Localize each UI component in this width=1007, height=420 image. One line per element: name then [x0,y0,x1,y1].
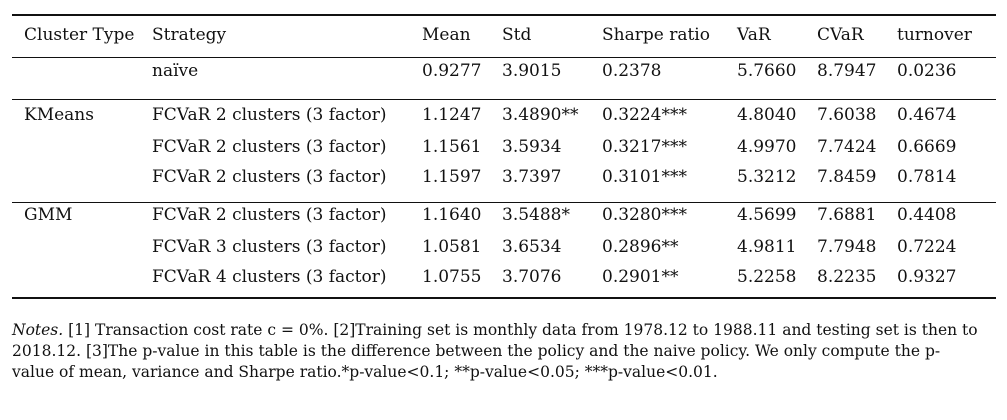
group-rule-1 [12,99,996,100]
table-cell: 1.1247 [422,105,482,125]
header-rule [12,57,996,58]
cell-cluster-type [12,132,152,162]
table-cell: 5.3212 [737,167,797,187]
table-cell: 1.1640 [422,205,482,225]
table-cell: 0.7814 [897,167,957,187]
table-cell: 4.8040 [737,105,797,125]
table-cell: 8.2235 [817,267,877,287]
table-header-row: Cluster Type Strategy Mean Std Sharpe ra… [12,20,996,50]
table-cell: 3.5488* [502,205,570,225]
table-cell: naïve [152,61,199,81]
table-row: FCVaR 4 clusters (3 factor) 1.0755 3.7076 0… [12,262,996,292]
header-var: VaR [737,25,771,45]
table-row: KMeans FCVaR 2 clusters (3 factor) 1.1247 3… [12,92,996,132]
table-cell: 7.6038 [817,105,877,125]
cell-cluster-type [12,162,152,192]
table-cell: 4.9811 [737,237,797,257]
header-std: Std [502,25,532,45]
cell-cluster-type [12,50,152,92]
table-cell: FCVaR 2 clusters (3 factor) [152,167,387,187]
table-cell: 1.0755 [422,267,482,287]
table-cell: 1.0581 [422,237,482,257]
table-cell: 0.2378 [602,61,662,81]
table-cell: 8.7947 [817,61,877,81]
table-row: FCVaR 2 clusters (3 factor) 1.1561 3.5934 0… [12,132,996,162]
top-rule [12,14,996,16]
table-cell: 7.8459 [817,167,877,187]
cell-cluster-type: KMeans [24,105,94,125]
table-cell: 5.2258 [737,267,797,287]
table-cell: 3.9015 [502,61,562,81]
table-row: FCVaR 3 clusters (3 factor) 1.0581 3.6534 0… [12,232,996,262]
table-cell: 7.7948 [817,237,877,257]
cell-cluster-type [12,262,152,292]
table-notes: Notes. [1] Transaction cost rate c = 0%.… [12,320,982,383]
table-cell: 0.4408 [897,205,957,225]
table-cell: 0.2901** [602,267,679,287]
group-rule-2 [12,202,996,203]
table-cell: FCVaR 2 clusters (3 factor) [152,105,387,125]
table-cell: 4.5699 [737,205,797,225]
header-turnover: turnover [897,25,972,45]
table-cell: 0.9327 [897,267,957,287]
table-cell: 0.4674 [897,105,957,125]
table-cell: 0.6669 [897,137,957,157]
table-cell: 0.2896** [602,237,679,257]
table-cell: 7.6881 [817,205,877,225]
header-sharpe: Sharpe ratio [602,25,710,45]
table-cell: 0.3217*** [602,137,687,157]
header-cluster-type: Cluster Type [24,25,135,45]
cell-cluster-type [12,232,152,262]
table-cell: 3.4890** [502,105,579,125]
table-cell: FCVaR 4 clusters (3 factor) [152,267,387,287]
table-row: naïve 0.9277 3.9015 0.2378 5.7660 8.7947 0.023… [12,50,996,92]
table-cell: 3.7076 [502,267,562,287]
table-cell: 3.7397 [502,167,562,187]
table-cell: 0.3101*** [602,167,687,187]
table-cell: FCVaR 3 clusters (3 factor) [152,237,387,257]
table-cell: 0.7224 [897,237,957,257]
table-cell: 1.1561 [422,137,482,157]
table-cell: 0.0236 [897,61,957,81]
results-table: Cluster Type Strategy Mean Std Sharpe ra… [12,20,996,292]
table-cell: 0.3224*** [602,105,687,125]
table-row: FCVaR 2 clusters (3 factor) 1.1597 3.7397 0… [12,162,996,192]
bottom-rule [12,297,996,299]
table-cell: 4.9970 [737,137,797,157]
table-cell: 7.7424 [817,137,877,157]
table-cell: 0.3280*** [602,205,687,225]
cell-cluster-type: GMM [24,205,73,225]
table-cell: 3.5934 [502,137,562,157]
table-body: naïve 0.9277 3.9015 0.2378 5.7660 8.7947 0.023… [12,50,996,292]
table-row: GMM FCVaR 2 clusters (3 factor) 1.1640 3.54… [12,192,996,232]
header-cvar: CVaR [817,25,864,45]
table-cell: FCVaR 2 clusters (3 factor) [152,205,387,225]
table-cell: 3.6534 [502,237,562,257]
notes-text: [1] Transaction cost rate c = 0%. [2]Tra… [12,321,978,381]
notes-label: Notes. [12,321,64,339]
header-mean: Mean [422,25,471,45]
table-cell: 1.1597 [422,167,482,187]
header-strategy: Strategy [152,25,227,45]
table-cell: FCVaR 2 clusters (3 factor) [152,137,387,157]
table-cell: 0.9277 [422,61,482,81]
table-cell: 5.7660 [737,61,797,81]
